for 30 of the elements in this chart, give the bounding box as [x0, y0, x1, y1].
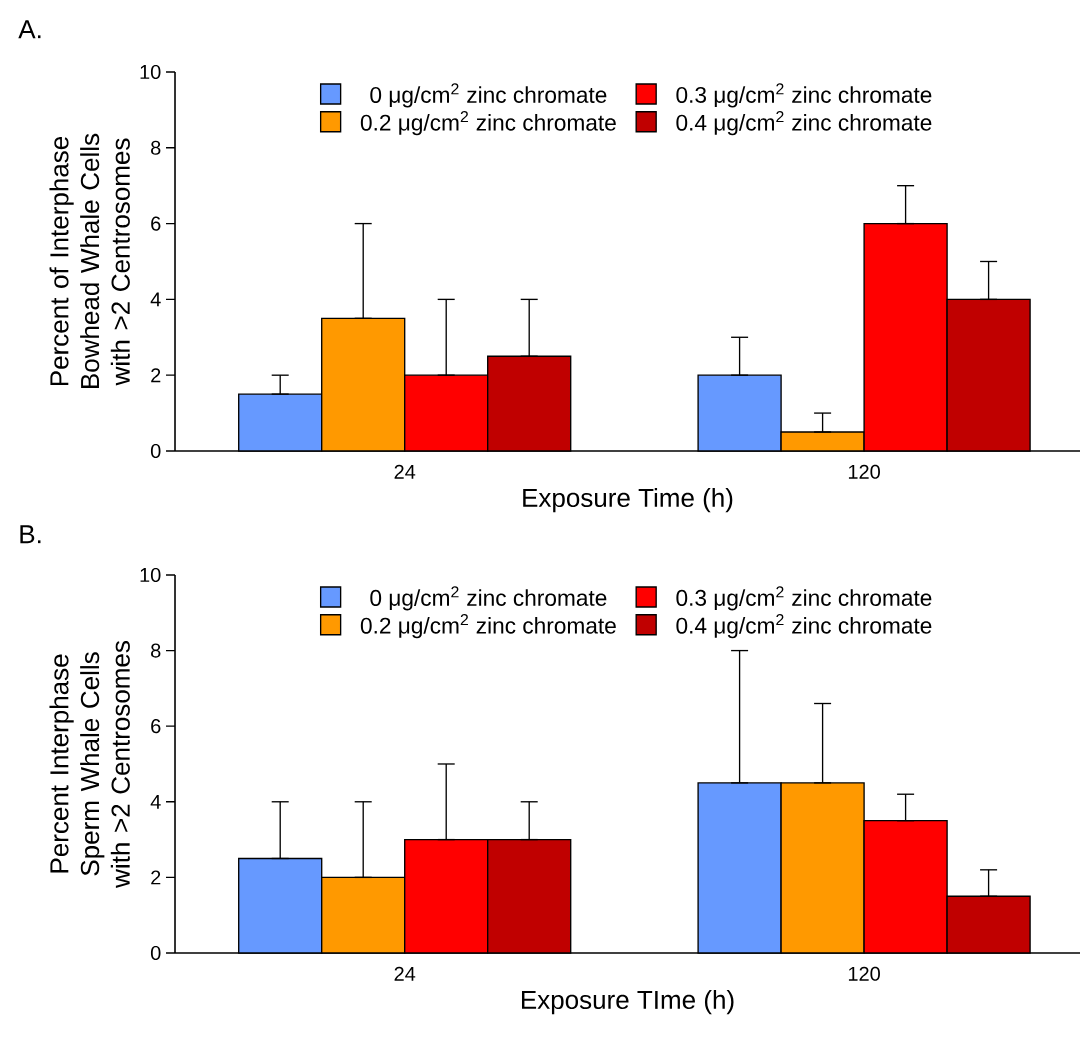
- x-tick-label: 120: [848, 464, 880, 479]
- legend-label: 0.3 μg/cm$^{2}$ zinc chromate: [676, 83, 932, 108]
- legend-label: 0 μg/cm$^{2}$ zinc chromate: [370, 83, 607, 108]
- text: A.: [18, 20, 41, 39]
- text: B.: [20, 525, 41, 544]
- y-tick-label: 8: [151, 643, 161, 658]
- y-tick-label: 0: [150, 443, 161, 459]
- legend-label: 0 μg/cm$^{2}$ zinc chromate: [370, 586, 607, 611]
- y-tick-label: 4: [150, 794, 161, 809]
- x-axis-title: Exposure TIme (h): [522, 990, 734, 1015]
- y-tick-label: 6: [151, 216, 161, 231]
- x-axis-title: Exposure Time (h): [523, 488, 733, 513]
- legend-label: 0.2 μg/cm$^{2}$ zinc chromate: [360, 614, 616, 639]
- y-tick-label: 6: [151, 719, 161, 734]
- x-tick-label: 24: [394, 966, 416, 981]
- y-axis-title: Percent Interphase Sperm Whale Cells with >2 Centrosomes: [49, 641, 130, 888]
- legend-label: 0.4 μg/cm$^{2}$ zinc chromate: [676, 614, 932, 639]
- y-tick-label: 2: [151, 368, 161, 383]
- x-tick-label: 120: [848, 966, 880, 981]
- y-tick-label: 10: [140, 567, 161, 583]
- legend-label: 0.4 μg/cm$^{2}$ zinc chromate: [676, 111, 932, 136]
- legend-label: 0.2 μg/cm$^{2}$ zinc chromate: [360, 111, 616, 136]
- x-tick-label: 24: [394, 464, 416, 479]
- y-tick-label: 2: [151, 870, 161, 885]
- y-tick-label: 10: [140, 64, 161, 80]
- y-tick-label: 4: [150, 292, 161, 307]
- y-tick-label: 0: [150, 945, 161, 961]
- y-tick-label: 8: [151, 140, 161, 155]
- legend-label: 0.3 μg/cm$^{2}$ zinc chromate: [676, 586, 932, 611]
- y-axis-title: Percent of Interphase Bowhead Whale Cells with >2 Centrosomes: [49, 133, 130, 388]
